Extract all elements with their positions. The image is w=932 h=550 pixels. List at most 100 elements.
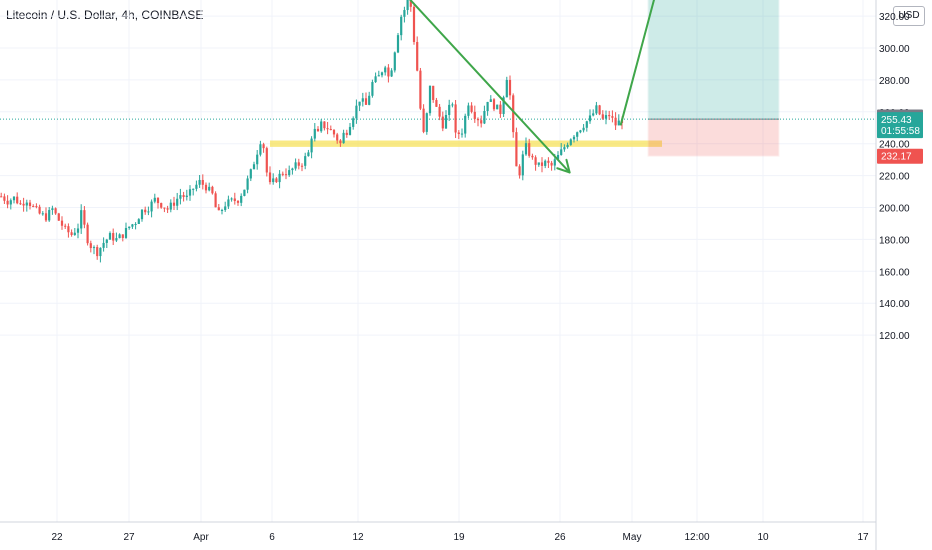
- candle: [595, 101, 598, 115]
- candle: [182, 191, 185, 202]
- price-axis-label: 240.00: [879, 140, 910, 151]
- price-axis-label: 140.00: [879, 299, 910, 310]
- chart-title: Litecoin / U.S. Dollar, 4h, COINBASE: [6, 8, 204, 22]
- candle: [307, 149, 310, 157]
- candle: [220, 208, 224, 215]
- candle: [435, 97, 438, 108]
- price-tag: [877, 112, 923, 139]
- time-axis-label: 6: [269, 532, 275, 543]
- candle: [278, 170, 281, 189]
- candle: [310, 136, 313, 159]
- candle: [537, 162, 540, 167]
- candle: [38, 204, 41, 215]
- candle: [592, 109, 595, 117]
- candle: [300, 163, 304, 172]
- candle: [614, 112, 617, 131]
- candle: [364, 92, 368, 105]
- candle: [67, 223, 70, 238]
- downtrend-arrow: [409, 0, 571, 174]
- candle: [224, 201, 227, 212]
- candle: [131, 223, 134, 229]
- candle: [22, 197, 25, 212]
- candle: [499, 101, 502, 118]
- candle: [153, 193, 156, 204]
- candle: [147, 206, 150, 216]
- candle: [128, 226, 131, 230]
- candle: [483, 105, 486, 125]
- candle: [262, 142, 265, 153]
- candle: [608, 110, 611, 120]
- candle: [502, 95, 505, 118]
- currency-button[interactable]: USD: [893, 6, 925, 26]
- candle: [345, 129, 348, 138]
- candle: [201, 174, 204, 190]
- time-axis-label: May: [623, 532, 642, 543]
- candle: [9, 198, 12, 210]
- candle: [246, 175, 249, 194]
- candle: [432, 85, 435, 103]
- candle: [528, 138, 531, 158]
- candle: [92, 245, 96, 255]
- candle: [492, 98, 496, 112]
- candle: [611, 110, 614, 123]
- candle: [272, 173, 275, 185]
- candle: [563, 144, 566, 152]
- candle: [121, 234, 124, 242]
- candle: [326, 121, 329, 135]
- candle: [169, 199, 172, 213]
- candle: [393, 51, 396, 73]
- candle: [0, 192, 3, 198]
- candle: [422, 104, 425, 134]
- price-axis-label: 300.00: [879, 44, 910, 55]
- candle: [44, 207, 48, 222]
- candle: [579, 129, 582, 134]
- candle: [518, 164, 521, 179]
- candle: [35, 203, 38, 209]
- candle: [604, 110, 608, 125]
- candle: [204, 182, 208, 194]
- price-axis-label: 160.00: [879, 267, 910, 278]
- candle: [566, 142, 569, 149]
- candle: [601, 110, 604, 120]
- candle: [329, 125, 332, 131]
- candle: [416, 36, 419, 72]
- candle: [150, 199, 153, 218]
- candle: [556, 151, 560, 160]
- candle: [294, 158, 297, 171]
- candle: [496, 104, 499, 110]
- candle: [480, 115, 483, 128]
- candle: [64, 223, 67, 229]
- time-axis-label: 17: [857, 532, 869, 543]
- candle: [188, 185, 192, 201]
- candle: [444, 110, 448, 129]
- candle: [160, 202, 163, 209]
- candle: [582, 124, 585, 133]
- candle: [57, 212, 60, 221]
- time-axis-label: 27: [123, 532, 135, 543]
- candle: [352, 116, 355, 130]
- candle: [230, 197, 233, 202]
- candle: [140, 209, 144, 222]
- candle: [460, 128, 464, 138]
- candle: [281, 171, 284, 177]
- candle: [486, 101, 489, 116]
- candle: [275, 177, 278, 183]
- target-zone: [647, 0, 780, 120]
- candle: [118, 233, 121, 239]
- candle: [236, 199, 240, 206]
- candle: [60, 216, 64, 230]
- candle: [374, 72, 377, 83]
- candle: [214, 191, 217, 208]
- candle: [198, 174, 201, 188]
- candle: [316, 126, 320, 132]
- candle: [521, 150, 524, 181]
- candle: [368, 91, 371, 106]
- candle: [339, 139, 342, 147]
- candle: [185, 189, 188, 201]
- candle: [540, 157, 544, 173]
- candle: [108, 231, 112, 240]
- candle: [32, 204, 35, 208]
- candle: [451, 102, 454, 108]
- candle: [505, 76, 508, 98]
